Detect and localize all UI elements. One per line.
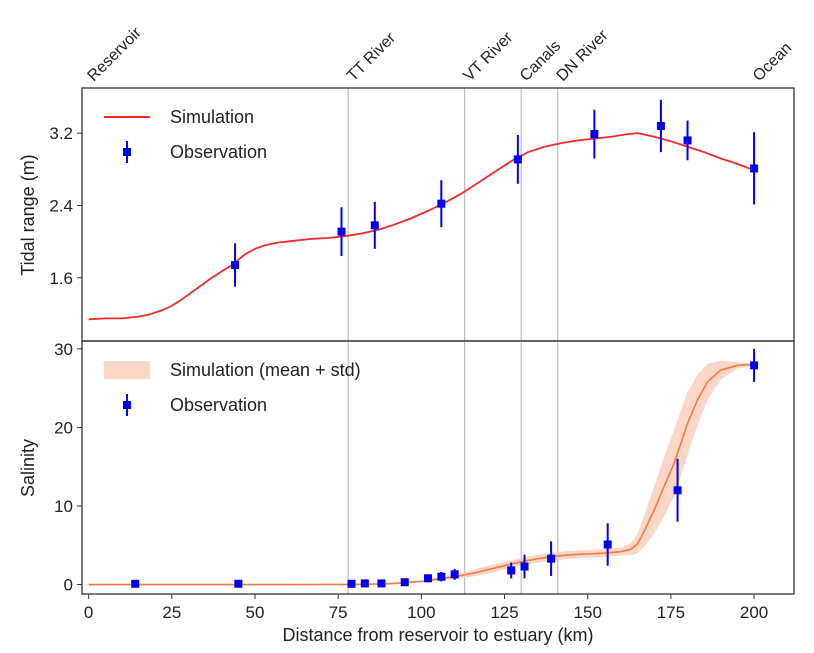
top-observation-point — [337, 227, 346, 236]
top-observation-point — [437, 199, 446, 208]
bot-observation-point — [360, 579, 369, 588]
x-tick-label: 100 — [407, 603, 435, 622]
bot-observation-point — [603, 540, 612, 549]
location-label: Reservoir — [84, 24, 145, 85]
location-label: DN River — [554, 26, 612, 84]
tidal-range-y-axis-label: Tidal range (m) — [18, 154, 38, 275]
bot-observation-point — [507, 566, 516, 575]
x-tick-label: 50 — [246, 603, 265, 622]
x-tick-label: 25 — [162, 603, 181, 622]
location-label: Ocean — [750, 39, 795, 84]
bot-observation-point — [673, 486, 682, 495]
top-observation-point — [750, 164, 759, 173]
top-y-tick-label: 3.2 — [49, 124, 73, 143]
bot-observation-point — [520, 562, 529, 571]
bot-observation-point — [437, 572, 446, 581]
x-axis-label: Distance from reservoir to estuary (km) — [282, 625, 593, 645]
top-observation-point — [683, 136, 692, 145]
bot-observation-point — [347, 579, 356, 588]
bot-legend-band-swatch — [104, 361, 150, 379]
bot-observation-point — [450, 570, 459, 579]
bot-y-tick-label: 0 — [64, 576, 73, 595]
x-tick-label: 75 — [329, 603, 348, 622]
bot-observation-point — [131, 579, 140, 588]
x-tick-label: 200 — [740, 603, 768, 622]
bot-y-tick-label: 10 — [54, 497, 73, 516]
bot-observation-point — [400, 578, 409, 587]
top-y-tick-label: 1.6 — [49, 269, 73, 288]
top-observation-point — [656, 121, 665, 130]
x-tick-label: 125 — [490, 603, 518, 622]
bot-legend-observation-marker-icon — [123, 401, 131, 409]
top-observation-point — [590, 130, 599, 139]
bot-observation-point — [234, 579, 243, 588]
salinity-y-axis-label: Salinity — [18, 439, 38, 497]
top-observation-point — [513, 155, 522, 164]
top-legend-label: Observation — [170, 142, 267, 162]
top-observation-point — [231, 261, 240, 270]
bot-observation-point — [547, 554, 556, 563]
bot-simulation-mean-line — [88, 363, 755, 586]
bot-legend-label: Simulation (mean + std) — [170, 360, 361, 380]
bot-observation-point — [750, 361, 759, 370]
location-label: TT River — [344, 29, 400, 85]
top-simulation-line — [88, 132, 755, 321]
bot-legend-label: Observation — [170, 395, 267, 415]
bot-observation-point — [424, 574, 433, 583]
x-tick-label: 150 — [574, 603, 602, 622]
bot-y-tick-label: 30 — [54, 340, 73, 359]
tidal-range-panel: 1.6 2.4 3.2 Tidal range (m) Reservoir TT Ri… — [18, 24, 795, 342]
bot-observation-point — [377, 579, 386, 588]
x-tick-label: 0 — [84, 603, 93, 622]
location-label: VT River — [460, 29, 516, 85]
top-observation-point — [370, 221, 379, 230]
top-legend-label: Simulation — [170, 107, 254, 127]
x-tick-label: 175 — [657, 603, 685, 622]
bot-y-tick-label: 20 — [54, 418, 73, 437]
salinity-plot-frame — [81, 340, 795, 595]
top-legend-observation-marker-icon — [123, 148, 131, 156]
top-y-tick-label: 2.4 — [49, 196, 73, 215]
